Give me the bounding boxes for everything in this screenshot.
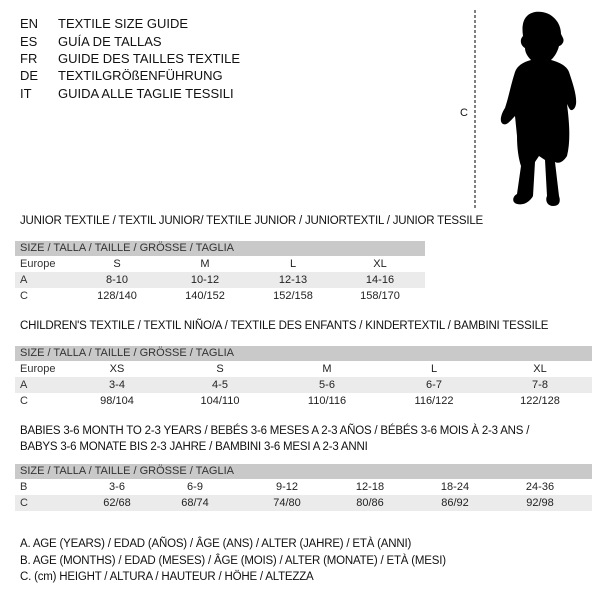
language-title: TEXTILE SIZE GUIDE [58, 16, 189, 31]
size-table-header: SIZE / TALLA / TAILLE / GRÖSSE / TAGLIA [15, 241, 425, 256]
table-cell: 18-24 [440, 481, 470, 493]
section-title: BABIES 3-6 MONTH TO 2-3 YEARS / BEBÉS 3-… [20, 425, 530, 437]
table-cell: XS [109, 363, 125, 375]
size-table-header: SIZE / TALLA / TAILLE / GRÖSSE / TAGLIA [15, 464, 592, 479]
table-cell: 6-7 [426, 379, 442, 391]
row-label: Europe [20, 258, 56, 270]
legend-line: C. (cm) HEIGHT / ALTURA / HAUTEUR / HÖHE… [20, 571, 314, 583]
row-label: A [20, 274, 28, 286]
table-cell: S [216, 363, 224, 375]
table-row: C 98/104 104/110 110/116 116/122 122/128 [15, 393, 592, 409]
table-cell: 80/86 [356, 497, 384, 509]
language-code: IT [20, 86, 32, 101]
table-cell: 62/68 [103, 497, 131, 509]
table-cell: 9-12 [275, 481, 299, 493]
table-cell: 116/122 [414, 395, 454, 407]
table-cell: 14-16 [365, 274, 395, 286]
table-cell: 7-8 [532, 379, 548, 391]
table-row: A 8-10 10-12 12-13 14-16 [15, 272, 425, 288]
table-cell: 152/158 [273, 290, 313, 302]
table-cell: S [113, 258, 121, 270]
table-cell: M [200, 258, 210, 270]
table-cell: 86/92 [441, 497, 469, 509]
table-row: B 3-6 6-9 9-12 12-18 18-24 24-36 [15, 479, 592, 495]
language-code: EN [20, 16, 39, 31]
size-table: SIZE / TALLA / TAILLE / GRÖSSE / TAGLIA B… [15, 464, 592, 511]
table-row: C 62/68 68/74 74/80 80/86 86/92 92/98 [15, 495, 592, 511]
table-cell: 74/80 [273, 497, 301, 509]
language-title: TEXTILGRÖßENFÜHRUNG [58, 68, 223, 83]
row-label: C [20, 497, 28, 509]
table-cell: L [289, 258, 297, 270]
table-cell: XL [533, 363, 547, 375]
language-title: GUIDE DES TAILLES TEXTILE [58, 51, 241, 66]
table-row: Europe S M L XL [15, 256, 425, 272]
table-cell: 104/110 [200, 395, 240, 407]
section-title: CHILDREN'S TEXTILE / TEXTIL NIÑO/A / TEX… [20, 320, 549, 332]
table-cell: 122/128 [520, 395, 560, 407]
dashed-measure-line [474, 10, 476, 208]
table-cell: 3-6 [109, 481, 125, 493]
table-cell: M [322, 363, 332, 375]
table-cell: L [430, 363, 438, 375]
table-cell: 110/116 [307, 395, 347, 407]
table-cell: 140/152 [185, 290, 225, 302]
language-code: DE [20, 68, 39, 83]
table-cell: 92/98 [526, 497, 554, 509]
table-cell: 98/104 [100, 395, 134, 407]
language-code: ES [20, 34, 38, 49]
table-cell: 5-6 [319, 379, 335, 391]
row-label: C [20, 290, 28, 302]
table-cell: XL [373, 258, 387, 270]
measure-label: C [460, 107, 468, 119]
table-cell: 158/170 [360, 290, 400, 302]
size-table-header: SIZE / TALLA / TAILLE / GRÖSSE / TAGLIA [15, 346, 592, 361]
table-cell: 10-12 [190, 274, 220, 286]
table-cell: 12-18 [355, 481, 385, 493]
legend-line: B. AGE (MONTHS) / EDAD (MESES) / ÂGE (MO… [20, 555, 446, 567]
row-label: Europe [20, 363, 56, 375]
size-table: SIZE / TALLA / TAILLE / GRÖSSE / TAGLIA E… [15, 346, 592, 409]
section-title: JUNIOR TEXTILE / TEXTIL JUNIOR/ TEXTILE … [20, 215, 484, 227]
table-cell: 128/140 [97, 290, 137, 302]
table-cell: 3-4 [109, 379, 125, 391]
row-label: A [20, 379, 28, 391]
table-cell: 68/74 [181, 497, 209, 509]
table-cell: 8-10 [105, 274, 129, 286]
table-row: A 3-4 4-5 5-6 6-7 7-8 [15, 377, 592, 393]
language-title: GUÍA DE TALLAS [58, 34, 162, 49]
table-row: Europe XS S M L XL [15, 361, 592, 377]
height-figure: C [455, 0, 600, 212]
table-cell: 4-5 [212, 379, 228, 391]
table-cell: 6-9 [187, 481, 203, 493]
language-code: FR [20, 51, 38, 66]
section-title-line2: BABYS 3-6 MONATE BIS 2-3 JAHRE / BAMBINI… [20, 441, 368, 453]
table-cell: 24-36 [525, 481, 555, 493]
size-table: SIZE / TALLA / TAILLE / GRÖSSE / TAGLIA E… [15, 241, 425, 304]
language-title: GUIDA ALLE TAGLIE TESSILI [58, 86, 234, 101]
row-label: C [20, 395, 28, 407]
baby-silhouette-icon [500, 11, 577, 206]
row-label: B [20, 481, 28, 493]
legend-line: A. AGE (YEARS) / EDAD (AÑOS) / ÂGE (ANS)… [20, 538, 412, 550]
table-row: C 128/140 140/152 152/158 158/170 [15, 288, 425, 304]
table-cell: 12-13 [278, 274, 308, 286]
